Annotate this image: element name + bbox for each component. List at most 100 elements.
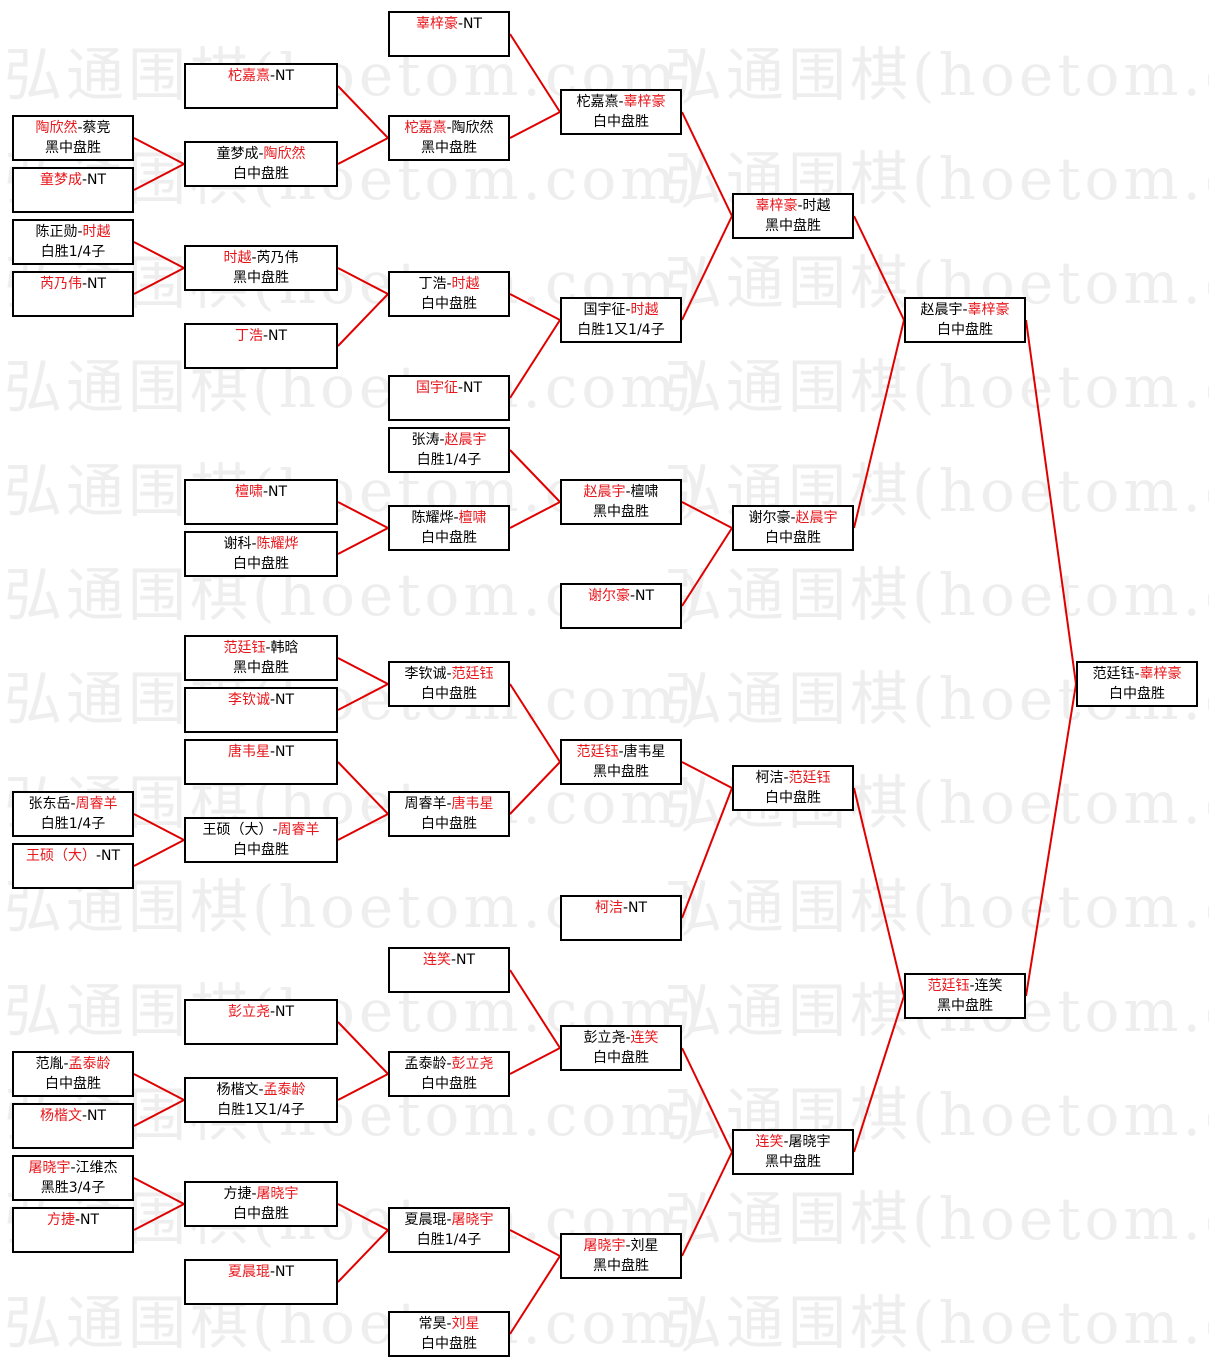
- match-box: 范廷钰-连笑 黑中盘胜: [904, 973, 1026, 1019]
- match-box: 柁嘉熹-辜梓豪 白中盘胜: [560, 89, 682, 135]
- player-name: 连笑: [422, 952, 451, 968]
- connector-line: [337, 813, 389, 841]
- match-players: 谢尔豪-赵晨宇: [734, 507, 852, 528]
- player-name: 周睿羊: [277, 822, 320, 838]
- match-box: 赵晨宇-辜梓豪 白中盘胜: [904, 297, 1026, 343]
- match-box: 谢尔豪-NT: [560, 583, 682, 629]
- player-name: 唐韦星: [451, 796, 494, 812]
- match-box: 屠晓宇-江维杰 黑胜3/4子: [12, 1155, 134, 1201]
- match-result: 白中盘胜: [421, 816, 477, 832]
- player-name: NT: [275, 744, 295, 760]
- match-box: 张涛-赵晨宇 白胜1/4子: [388, 427, 510, 473]
- match-box: 范廷钰-唐韦星 黑中盘胜: [560, 739, 682, 785]
- connector-line: [509, 761, 561, 815]
- player-name: 张东岳: [28, 796, 71, 812]
- match-box: 辜梓豪-时越 黑中盘胜: [732, 193, 854, 239]
- match-box: 周睿羊-唐韦星白中盘胜: [388, 791, 510, 837]
- player-name: 辜梓豪: [415, 16, 458, 32]
- match-box: 彭立尧-连笑 白中盘胜: [560, 1025, 682, 1071]
- player-name: 时越: [223, 250, 252, 266]
- match-result: 白中盘胜: [421, 530, 477, 546]
- match-box: 辜梓豪-NT: [388, 11, 510, 57]
- player-name: 范廷钰: [1092, 666, 1135, 682]
- match-players: 谢尔豪-NT: [562, 585, 680, 606]
- match-result: 白中盘胜: [233, 556, 289, 572]
- connector-line: [853, 787, 905, 997]
- match-players: 夏晨琨-NT: [186, 1261, 336, 1282]
- match-players: 辜梓豪-NT: [390, 13, 508, 34]
- match-result: 黑中盘胜: [765, 218, 821, 234]
- separator: -: [783, 770, 789, 786]
- match-box: 柯洁-NT: [560, 895, 682, 941]
- player-name: 彭立尧: [451, 1056, 494, 1072]
- separator: -: [77, 120, 83, 136]
- match-box: 杨楷文-NT: [12, 1103, 134, 1149]
- match-result: 白胜1/4子: [40, 244, 106, 260]
- separator: -: [81, 1108, 88, 1124]
- connector-line: [509, 111, 561, 139]
- match-box: 童梦成-陶欣然 白中盘胜: [184, 141, 338, 187]
- match-players: 柯洁-范廷钰: [734, 767, 852, 788]
- connector-line: [681, 527, 733, 607]
- match-box: 谢科-陈耀烨 白中盘胜: [184, 531, 338, 577]
- player-name: 杨楷文: [39, 1108, 82, 1124]
- player-name: 谢尔豪: [748, 510, 791, 526]
- player-name: 李钦诚: [227, 692, 270, 708]
- connector-line: [681, 761, 733, 789]
- match-players: 方捷-屠晓宇: [186, 1183, 336, 1204]
- connector-line: [509, 501, 561, 529]
- match-box: 童梦成-NT: [12, 167, 134, 213]
- connector-line: [337, 267, 389, 295]
- separator: -: [269, 1264, 276, 1280]
- connector-line: [681, 1047, 733, 1153]
- player-name: 童梦成: [39, 172, 82, 188]
- separator: -: [625, 1030, 631, 1046]
- connector-line: [133, 1177, 185, 1205]
- match-result: 黑中盘胜: [765, 1154, 821, 1170]
- match-players: 范胤-孟泰龄: [14, 1053, 132, 1074]
- match-box: 方捷-屠晓宇 白中盘胜: [184, 1181, 338, 1227]
- connector-line: [1025, 683, 1077, 997]
- separator: -: [74, 1212, 81, 1228]
- separator: -: [618, 94, 624, 110]
- player-name: 方捷: [223, 1186, 252, 1202]
- connector-line: [509, 1047, 561, 1075]
- player-name: NT: [275, 692, 295, 708]
- player-name: 辜梓豪: [967, 302, 1010, 318]
- player-name: 柯洁: [755, 770, 784, 786]
- watermark-text: 弘通围棋(hoetom.com): [664, 1289, 1209, 1357]
- separator: -: [446, 1316, 452, 1332]
- player-name: 陶欣然: [451, 120, 494, 136]
- player-name: 刘星: [451, 1316, 480, 1332]
- connector-line: [681, 111, 733, 217]
- connector-line: [133, 1073, 185, 1101]
- player-name: 常昊: [418, 1316, 447, 1332]
- match-players: 连笑-屠晓宇: [734, 1131, 852, 1152]
- connector-line: [681, 501, 733, 529]
- player-name: 柁嘉熹: [404, 120, 447, 136]
- connector-line: [337, 85, 389, 139]
- player-name: 王硕（大）: [202, 822, 273, 838]
- player-name: 范廷钰: [223, 640, 266, 656]
- player-name: 唐韦星: [227, 744, 270, 760]
- match-box: 国宇征-时越 白胜1又1/4子: [560, 297, 682, 343]
- connector-line: [509, 969, 561, 1049]
- player-name: 檀啸: [234, 484, 263, 500]
- player-name: 连笑: [755, 1134, 784, 1150]
- separator: -: [265, 640, 271, 656]
- match-players: 国宇征-NT: [390, 377, 508, 398]
- match-result: 黑中盘胜: [593, 504, 649, 520]
- match-result: 白中盘胜: [593, 114, 649, 130]
- match-box: 柁嘉熹-陶欣然 黑中盘胜: [388, 115, 510, 161]
- match-box: 夏晨琨-屠晓宇 白胜1/4子: [388, 1207, 510, 1253]
- match-players: 杨楷文-孟泰龄: [186, 1079, 336, 1100]
- match-players: 范廷钰-韩晗: [186, 637, 336, 658]
- player-name: 檀啸: [458, 510, 487, 526]
- match-box: 陈正勋-时越 白胜1/4子: [12, 219, 134, 265]
- match-players: 陈耀烨-檀啸: [390, 507, 508, 528]
- match-players: 周睿羊-唐韦星: [390, 793, 508, 814]
- separator: -: [81, 276, 88, 292]
- match-box: 陶欣然-蔡竞 黑中盘胜: [12, 115, 134, 161]
- player-name: 范廷钰: [576, 744, 619, 760]
